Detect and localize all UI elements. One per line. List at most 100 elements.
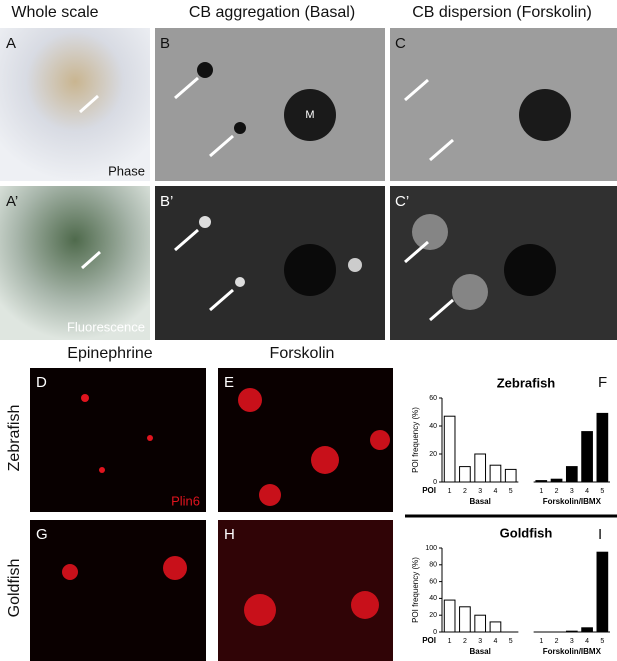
image-basal-phase <box>155 28 385 181</box>
image-basal-fluorescence <box>155 186 385 340</box>
y-axis-label: POI frequency (%) <box>411 557 420 623</box>
bar <box>489 621 502 633</box>
image-detail <box>235 277 245 287</box>
bar <box>474 614 487 633</box>
image-phase-scale <box>0 28 150 181</box>
x-tick-label: 5 <box>600 638 604 645</box>
image-detail <box>199 216 211 228</box>
image-detail <box>81 394 89 402</box>
bar <box>459 466 471 483</box>
y-axis-label: POI frequency (%) <box>411 407 420 473</box>
panel-letter: E <box>224 374 234 391</box>
series-label: Basal <box>470 647 491 656</box>
image-detail <box>238 388 262 412</box>
y-tick-label: 60 <box>429 578 437 585</box>
x-tick-label: 3 <box>570 638 574 645</box>
x-tick-label: 5 <box>509 488 513 495</box>
bar <box>459 606 471 633</box>
y-tick-label: 40 <box>429 595 437 602</box>
image-forskolin-fluorescence <box>390 186 617 340</box>
bar <box>489 464 502 483</box>
chart-title: Zebrafish <box>497 375 556 390</box>
x-tick-label: 3 <box>478 488 482 495</box>
arrows <box>79 76 454 322</box>
image-detail <box>234 122 246 134</box>
y-tick-label: 60 <box>429 395 437 402</box>
x-tick-label: 4 <box>494 638 498 645</box>
image-detail <box>412 214 448 250</box>
x-tick-label: 4 <box>585 638 589 645</box>
bar <box>565 630 578 633</box>
panel-letter: I <box>598 526 602 543</box>
image-detail <box>348 258 362 272</box>
image-detail <box>504 244 556 296</box>
bar <box>596 412 609 483</box>
image-goldfish-epinephrine <box>30 520 206 661</box>
bar <box>550 478 563 483</box>
annotation: Phase <box>108 163 145 178</box>
panel-letter: G <box>36 526 48 543</box>
image-detail <box>311 446 339 474</box>
image-forskolin-phase <box>390 28 617 181</box>
chart-title: Goldfish <box>500 525 553 540</box>
row-label: Zebrafish <box>6 405 23 472</box>
x-tick-label: 3 <box>478 638 482 645</box>
panel-letter: H <box>224 526 235 543</box>
x-tick-label: 4 <box>494 488 498 495</box>
y-tick-label: 40 <box>429 423 437 430</box>
image-detail <box>284 244 336 296</box>
image-detail <box>519 89 571 141</box>
x-tick-label: 2 <box>463 638 467 645</box>
y-tick-label: 80 <box>429 562 437 569</box>
bar <box>565 466 578 483</box>
x-tick-label: 5 <box>509 638 513 645</box>
image-detail <box>452 274 488 310</box>
y-tick-label: 20 <box>429 612 437 619</box>
panel-letter: A <box>6 35 16 52</box>
x-tick-label: 3 <box>570 488 574 495</box>
panel-letter: C <box>395 35 406 52</box>
x-tick-label: 2 <box>555 488 559 495</box>
column-header: Forskolin <box>270 345 335 362</box>
image-detail <box>163 556 187 580</box>
column-header: Whole scale <box>11 4 98 21</box>
image-detail <box>259 484 281 506</box>
x-tick-label: 1 <box>448 488 452 495</box>
series-label: Forskolin/IBMX <box>543 497 602 506</box>
series-label: Basal <box>470 497 491 506</box>
bar <box>535 480 548 483</box>
annotation: M <box>305 109 314 121</box>
x-axis-label: POI <box>422 486 436 495</box>
y-tick-label: 0 <box>433 479 437 486</box>
y-tick-label: 20 <box>429 451 437 458</box>
x-tick-label: 2 <box>463 488 467 495</box>
x-axis-label: POI <box>422 636 436 645</box>
image-detail <box>62 564 78 580</box>
row-label: Goldfish <box>6 559 23 618</box>
image-detail <box>147 435 153 441</box>
bar <box>581 431 593 483</box>
image-detail <box>244 594 276 626</box>
x-tick-label: 5 <box>600 488 604 495</box>
image-detail <box>370 430 390 450</box>
y-tick-label: 100 <box>425 545 437 552</box>
bar <box>474 453 487 483</box>
y-tick-label: 0 <box>433 629 437 636</box>
bar <box>443 599 456 633</box>
series-label: Forskolin/IBMX <box>543 647 602 656</box>
panel-letter: B <box>160 35 170 52</box>
bar <box>596 551 609 633</box>
bar <box>581 627 593 633</box>
image-zebrafish-epinephrine <box>30 368 206 512</box>
panel-letter: F <box>598 374 607 391</box>
bar <box>504 468 517 483</box>
x-tick-label: 1 <box>448 638 452 645</box>
x-tick-label: 1 <box>539 638 543 645</box>
image-detail <box>99 467 105 473</box>
panel-letter: D <box>36 374 47 391</box>
image-detail <box>284 89 336 141</box>
panel-letter: C’ <box>395 193 409 210</box>
annotation: Fluorescence <box>67 319 145 334</box>
